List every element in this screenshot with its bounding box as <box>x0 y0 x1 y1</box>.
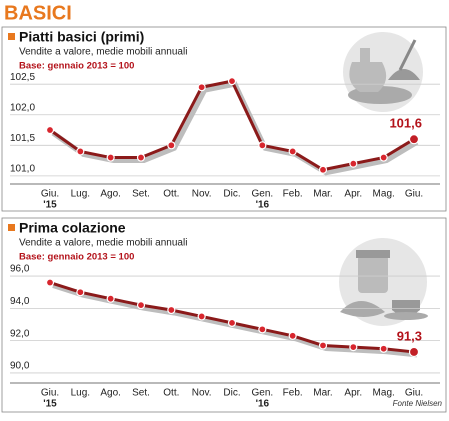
data-point <box>197 83 206 92</box>
chart-subtitle: Vendite a valore, medie mobili annuali <box>19 238 187 249</box>
data-point <box>167 141 176 150</box>
title-marker <box>8 33 15 40</box>
x-tick-label: Mag. <box>373 189 395 200</box>
y-tick-label: 94,0 <box>10 296 30 307</box>
x-tick-label: Feb. <box>283 189 303 200</box>
data-point <box>379 344 388 353</box>
data-point <box>258 325 267 334</box>
chart-title: Prima colazione <box>19 220 126 236</box>
x-tick-label: Giu. <box>405 189 423 200</box>
source: Fonte Nielsen <box>393 399 443 408</box>
data-point <box>197 312 206 321</box>
breakfast-icon <box>339 238 428 326</box>
header: BASICI <box>4 2 72 24</box>
data-point <box>136 301 146 310</box>
chart-title: Piatti basici (primi) <box>19 29 144 45</box>
x-tick-label: Set. <box>132 189 150 200</box>
x-tick-label: Lug. <box>71 388 90 399</box>
x-year-label: '15 <box>43 399 57 410</box>
y-tick-label: 102,0 <box>10 102 35 113</box>
x-tick-label: Ott. <box>163 189 179 200</box>
x-tick-label: Set. <box>132 388 150 399</box>
value-label: 91,3 <box>397 328 422 343</box>
x-tick-label: Giu. <box>41 189 59 200</box>
data-point <box>136 153 146 162</box>
chart-subtitle: Vendite a valore, medie mobili annuali <box>19 47 187 58</box>
y-tick-label: 102,5 <box>10 72 35 83</box>
data-point <box>318 165 328 174</box>
x-tick-label: Giu. <box>405 388 423 399</box>
data-point <box>227 77 237 86</box>
data-point <box>167 305 176 315</box>
x-tick-label: Ago. <box>100 388 121 399</box>
panel-frame <box>1 26 447 212</box>
x-tick-label: Dic. <box>223 388 240 399</box>
y-tick-label: 96,0 <box>10 264 30 275</box>
data-point <box>45 278 55 287</box>
data-point <box>227 318 237 327</box>
x-year-label: '16 <box>256 399 270 410</box>
line-shadow <box>52 283 418 358</box>
x-tick-label: Apr. <box>344 388 362 399</box>
data-point <box>408 134 420 145</box>
x-tick-label: Ago. <box>100 189 121 200</box>
data-point <box>408 346 420 358</box>
x-year-label: '15 <box>43 200 57 211</box>
data-point <box>106 153 115 162</box>
x-tick-label: Nov. <box>192 189 212 200</box>
x-tick-label: Nov. <box>192 388 212 399</box>
x-tick-label: Feb. <box>283 388 303 399</box>
x-tick-label: Giu. <box>41 388 59 399</box>
x-tick-label: Gen. <box>251 388 273 399</box>
value-label: 101,6 <box>389 116 422 131</box>
x-tick-label: Gen. <box>251 189 273 200</box>
data-point <box>288 147 297 156</box>
x-tick-label: Apr. <box>344 189 362 200</box>
x-year-label: '16 <box>256 200 270 211</box>
x-tick-label: Mar. <box>313 189 332 200</box>
y-tick-label: 92,0 <box>10 328 30 339</box>
y-tick-label: 101,5 <box>10 133 35 144</box>
data-point <box>288 331 297 340</box>
chart-annotation: Base: gennaio 2013 = 100 <box>19 252 134 263</box>
data-point <box>45 125 55 135</box>
data-point <box>258 141 267 150</box>
x-tick-label: Lug. <box>71 189 90 200</box>
x-tick-label: Ott. <box>163 388 179 399</box>
panel-frame <box>1 217 447 413</box>
data-point <box>76 147 85 156</box>
y-tick-label: 101,0 <box>10 164 35 175</box>
title-marker <box>8 224 15 231</box>
data-point <box>318 341 328 350</box>
data-point <box>379 153 388 162</box>
data-point <box>349 343 358 352</box>
data-point <box>106 294 115 303</box>
x-tick-label: Dic. <box>223 189 240 200</box>
chart-annotation: Base: gennaio 2013 = 100 <box>19 61 134 72</box>
x-tick-label: Mag. <box>373 388 395 399</box>
data-point <box>349 159 358 168</box>
y-tick-label: 90,0 <box>10 361 30 372</box>
data-point <box>76 288 85 297</box>
pasta-icon <box>343 32 423 112</box>
x-tick-label: Mar. <box>313 388 332 399</box>
